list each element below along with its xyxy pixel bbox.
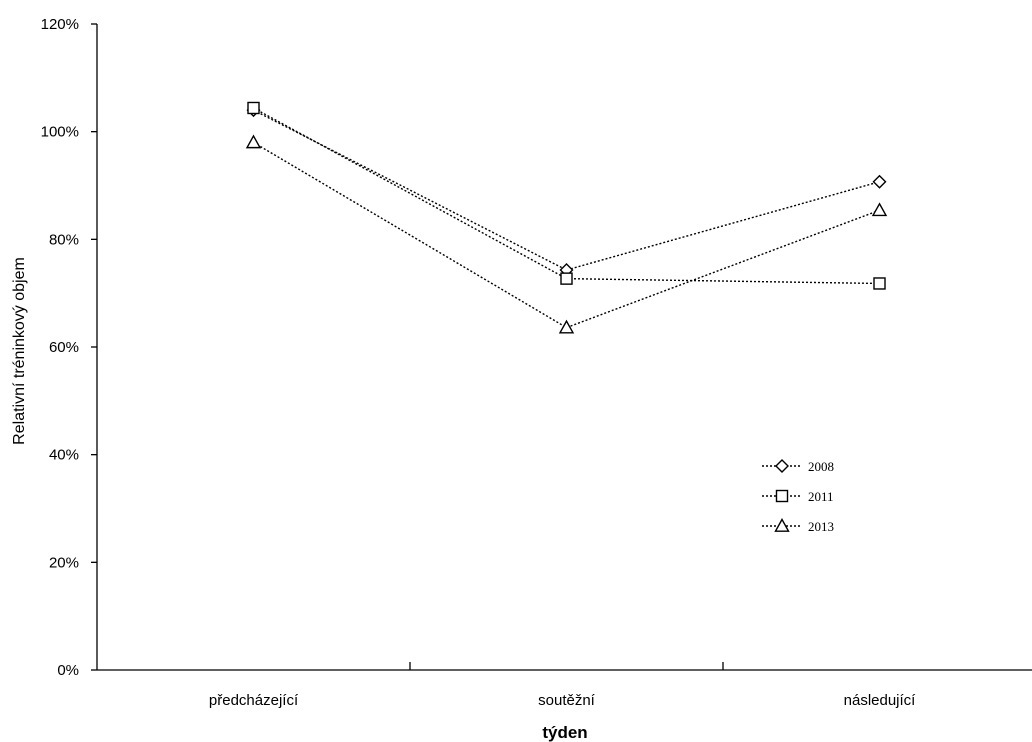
- data-point-2011: [873, 277, 886, 290]
- legend: 2008 2011 2013: [762, 459, 834, 534]
- y-tick-label: 100%: [41, 124, 79, 141]
- y-tick-label: 20%: [49, 554, 79, 571]
- series-line-2013: [253, 141, 880, 329]
- legend-marker: [775, 489, 789, 503]
- legend-label: 2008: [808, 459, 834, 474]
- y-tick-label: 40%: [49, 447, 79, 464]
- legend-item-2013: 2013: [762, 518, 834, 534]
- series-line-2011: [253, 107, 880, 285]
- x-tick-label: následující: [844, 692, 917, 709]
- axes: [96, 24, 1032, 671]
- legend-item-2008: 2008: [762, 459, 834, 474]
- data-point-2011: [560, 272, 573, 285]
- data-point-2013: [871, 202, 888, 217]
- y-tick-label: 80%: [49, 231, 79, 248]
- x-axis-title: týden: [542, 723, 587, 742]
- legend-label: 2011: [808, 489, 834, 504]
- y-tick-label: 0%: [57, 662, 79, 679]
- series-layer: [245, 101, 888, 334]
- legend-item-2011: 2011: [762, 489, 834, 504]
- x-tick-label: soutěžní: [538, 692, 596, 709]
- series-line-2008: [253, 109, 880, 271]
- y-tick-label: 120%: [41, 16, 79, 33]
- series-2013: [245, 134, 888, 334]
- y-tick-label: 60%: [49, 339, 79, 356]
- series-2011: [247, 101, 886, 290]
- data-point-2011: [247, 101, 260, 115]
- data-point-2013: [245, 134, 262, 149]
- legend-label: 2013: [808, 519, 834, 534]
- data-point-2013: [558, 319, 575, 334]
- x-axis-ticks: předcházející soutěžní následující: [209, 662, 916, 709]
- x-tick-label: předcházející: [209, 692, 299, 709]
- y-axis-ticks: 0% 20% 40% 60% 80% 100% 120%: [41, 16, 97, 679]
- legend-marker: [775, 459, 789, 473]
- legend-marker: [774, 518, 790, 532]
- data-point-2008: [872, 174, 887, 189]
- series-2008: [246, 103, 887, 278]
- y-axis-title: Relativní tréninkový objem: [11, 257, 28, 445]
